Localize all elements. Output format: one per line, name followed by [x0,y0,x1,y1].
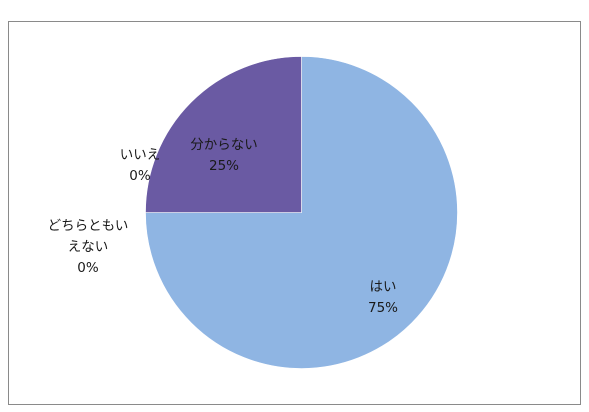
pie-slices [145,56,458,369]
slice-label-3: 分からない 25% [190,137,258,174]
slice-label-name-2-0: いいえ [120,147,161,163]
slice-value-label-2: 0% [129,168,151,184]
slice-label-1: どちらともいえない 0% [48,218,129,276]
slice-label-name-1-0: どちらともい [48,218,129,234]
slice-0 [145,56,458,369]
slice-label-name-1-1: えない [68,239,109,255]
slice-value-label-0: 75% [368,300,398,316]
slice-3 [145,56,302,213]
slice-label-name-3-0: 分からない [190,137,258,153]
slice-value-label-1: 0% [77,260,99,276]
pie-labels: はい 75% どちらともいえない 0% いいえ 0% 分からない 25% [48,137,399,316]
slice-value-label-3: 25% [209,158,239,174]
chart-frame [8,21,581,405]
slice-label-name-0-0: はい [370,279,397,295]
slice-label-0: はい 75% [368,279,398,316]
slice-label-2: いいえ 0% [120,147,161,184]
